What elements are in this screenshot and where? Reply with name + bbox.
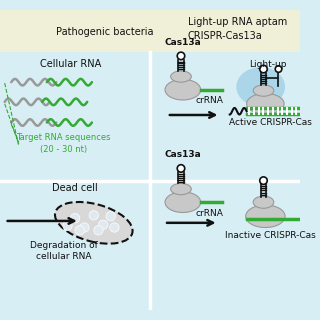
Circle shape <box>99 220 108 229</box>
Circle shape <box>177 165 185 172</box>
Circle shape <box>94 226 103 235</box>
Text: Inactive CRISPR-Cas: Inactive CRISPR-Cas <box>225 230 316 239</box>
Circle shape <box>89 211 99 220</box>
Ellipse shape <box>246 205 285 228</box>
Ellipse shape <box>253 85 274 96</box>
Ellipse shape <box>236 67 285 107</box>
Text: crRNA: crRNA <box>195 209 223 218</box>
Ellipse shape <box>171 71 191 82</box>
Ellipse shape <box>165 192 201 212</box>
Text: Degradation of
cellular RNA: Degradation of cellular RNA <box>30 241 98 261</box>
Text: Light-up: Light-up <box>249 60 287 69</box>
Circle shape <box>177 52 185 60</box>
Ellipse shape <box>247 93 284 114</box>
Text: Active CRISPR-Cas: Active CRISPR-Cas <box>228 118 311 127</box>
Text: Pathogenic bacteria: Pathogenic bacteria <box>56 27 154 36</box>
Circle shape <box>70 213 80 223</box>
Circle shape <box>260 65 267 73</box>
Circle shape <box>275 66 282 72</box>
FancyBboxPatch shape <box>0 52 300 310</box>
Circle shape <box>75 226 84 235</box>
Ellipse shape <box>165 79 201 100</box>
Text: Cellular RNA: Cellular RNA <box>40 59 101 69</box>
Circle shape <box>106 212 115 221</box>
Ellipse shape <box>55 202 132 244</box>
Circle shape <box>260 177 267 184</box>
Text: Cas13a: Cas13a <box>164 37 201 46</box>
Ellipse shape <box>171 183 191 195</box>
Text: Dead cell: Dead cell <box>52 183 98 193</box>
Circle shape <box>80 223 89 232</box>
FancyBboxPatch shape <box>0 10 300 52</box>
Text: Light-up RNA aptam
CRISPR-Cas13a: Light-up RNA aptam CRISPR-Cas13a <box>188 17 287 41</box>
Text: crRNA: crRNA <box>195 96 223 105</box>
Ellipse shape <box>253 196 274 208</box>
Circle shape <box>110 223 119 232</box>
Text: Cas13a: Cas13a <box>164 150 201 159</box>
Circle shape <box>63 221 72 230</box>
Text: Target RNA sequences
(20 - 30 nt): Target RNA sequences (20 - 30 nt) <box>17 133 111 154</box>
